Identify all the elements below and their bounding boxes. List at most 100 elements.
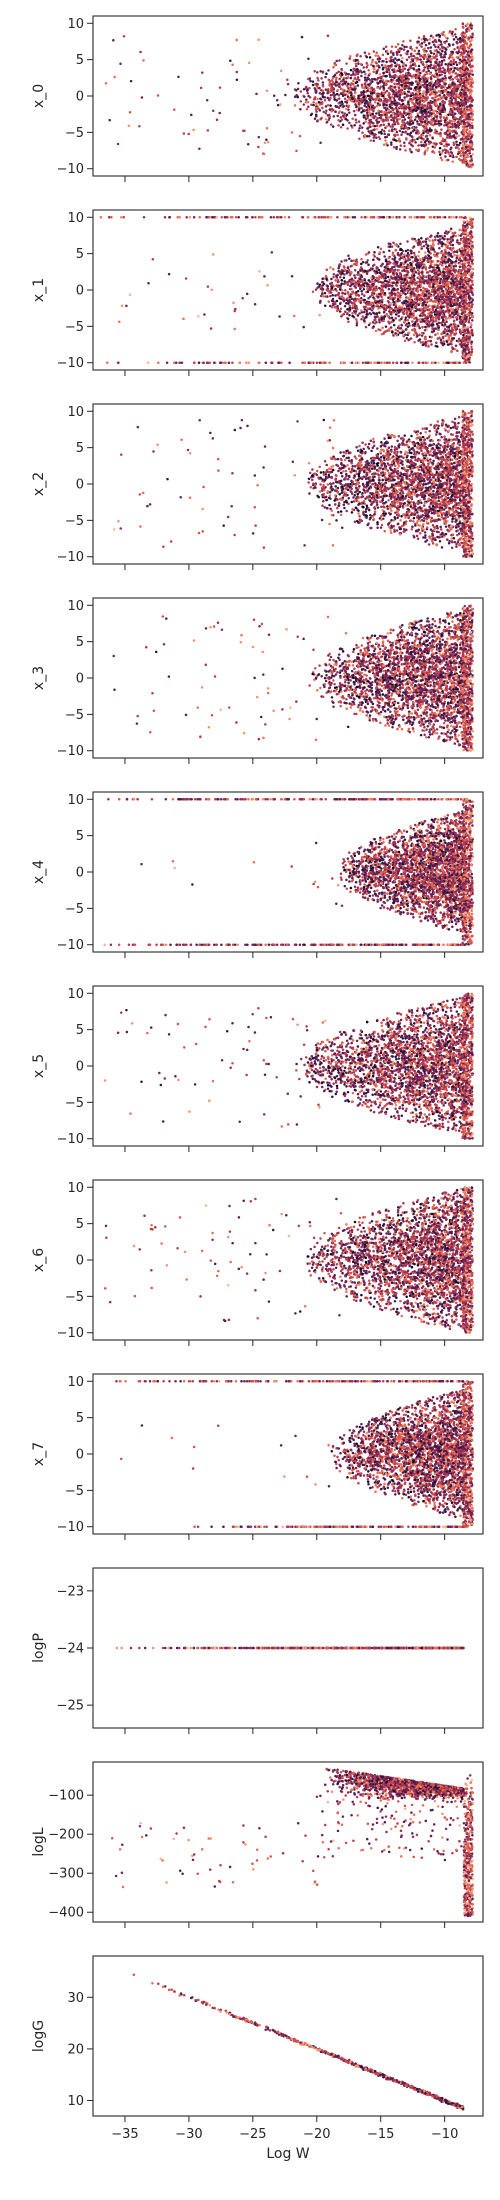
data-point — [429, 252, 432, 255]
data-point — [337, 124, 340, 127]
data-point — [294, 88, 297, 91]
data-point — [380, 110, 383, 113]
data-point — [438, 247, 441, 250]
data-point — [319, 118, 322, 121]
data-point — [352, 307, 355, 310]
data-point — [350, 124, 353, 127]
data-point — [418, 77, 421, 80]
data-point — [374, 115, 377, 118]
data-point — [444, 316, 447, 319]
data-point — [470, 36, 473, 39]
data-point — [401, 57, 404, 60]
data-point — [420, 45, 423, 48]
data-point — [430, 88, 433, 91]
data-point — [466, 23, 469, 26]
data-point — [388, 87, 391, 90]
data-point — [378, 311, 381, 314]
data-point — [454, 113, 457, 116]
data-point — [401, 270, 404, 273]
data-point — [426, 119, 429, 122]
data-point — [454, 33, 457, 36]
data-point — [443, 116, 446, 119]
data-point — [398, 97, 401, 100]
data-point — [407, 116, 410, 119]
data-point — [355, 294, 358, 297]
data-point — [411, 140, 414, 143]
data-point — [392, 53, 395, 56]
data-point — [411, 237, 414, 240]
data-point — [257, 38, 260, 41]
data-point — [417, 115, 420, 118]
data-point — [305, 101, 308, 104]
data-point — [450, 136, 453, 139]
data-point — [395, 128, 398, 131]
data-point — [454, 348, 457, 351]
data-point — [451, 108, 454, 111]
data-point — [385, 98, 388, 101]
data-point — [322, 95, 325, 98]
data-point — [453, 120, 456, 123]
data-point — [377, 281, 380, 284]
data-point — [386, 71, 389, 74]
data-point — [299, 135, 302, 138]
data-point — [354, 77, 357, 80]
data-point — [401, 131, 404, 134]
data-point — [459, 58, 462, 61]
data-point — [369, 90, 372, 93]
data-point — [463, 128, 466, 131]
data-point — [337, 89, 340, 92]
data-point — [376, 105, 379, 108]
data-point — [453, 319, 456, 322]
data-point — [426, 96, 429, 99]
data-point — [439, 102, 442, 105]
data-point — [335, 106, 338, 109]
points-x_0 — [105, 22, 474, 169]
data-point — [355, 259, 358, 262]
data-point — [393, 77, 396, 80]
data-point — [350, 260, 353, 263]
data-point — [456, 42, 459, 45]
data-point — [303, 103, 306, 106]
data-point — [356, 53, 359, 56]
data-point — [334, 63, 337, 66]
data-point — [342, 114, 345, 117]
data-point — [190, 114, 193, 117]
data-point — [465, 89, 468, 92]
data-point — [431, 121, 434, 124]
data-point — [462, 70, 465, 73]
data-point — [458, 107, 461, 110]
data-point — [411, 82, 414, 85]
data-point — [453, 130, 456, 133]
data-point — [438, 94, 441, 97]
data-point — [405, 106, 408, 109]
data-point — [353, 274, 356, 277]
data-point — [424, 251, 427, 254]
data-point — [173, 108, 176, 111]
data-point — [411, 107, 414, 110]
data-point — [347, 267, 350, 270]
data-point — [355, 283, 358, 286]
data-point — [426, 149, 429, 152]
data-point — [423, 51, 426, 54]
data-point — [436, 112, 439, 115]
data-point — [435, 91, 438, 94]
data-point — [409, 120, 412, 123]
data-point — [449, 155, 452, 158]
data-point — [426, 288, 429, 291]
data-point — [358, 108, 361, 111]
data-point — [380, 85, 383, 88]
data-point — [344, 289, 347, 292]
data-point — [463, 102, 466, 105]
data-point — [266, 89, 269, 92]
data-point — [321, 107, 324, 110]
data-point — [335, 289, 338, 292]
data-point — [440, 106, 443, 109]
data-point — [330, 94, 333, 97]
data-point — [442, 104, 445, 107]
data-point — [456, 251, 459, 254]
data-point — [108, 119, 111, 122]
data-point — [451, 329, 454, 332]
data-point — [366, 288, 369, 291]
data-point — [377, 117, 380, 120]
data-point — [347, 320, 350, 323]
